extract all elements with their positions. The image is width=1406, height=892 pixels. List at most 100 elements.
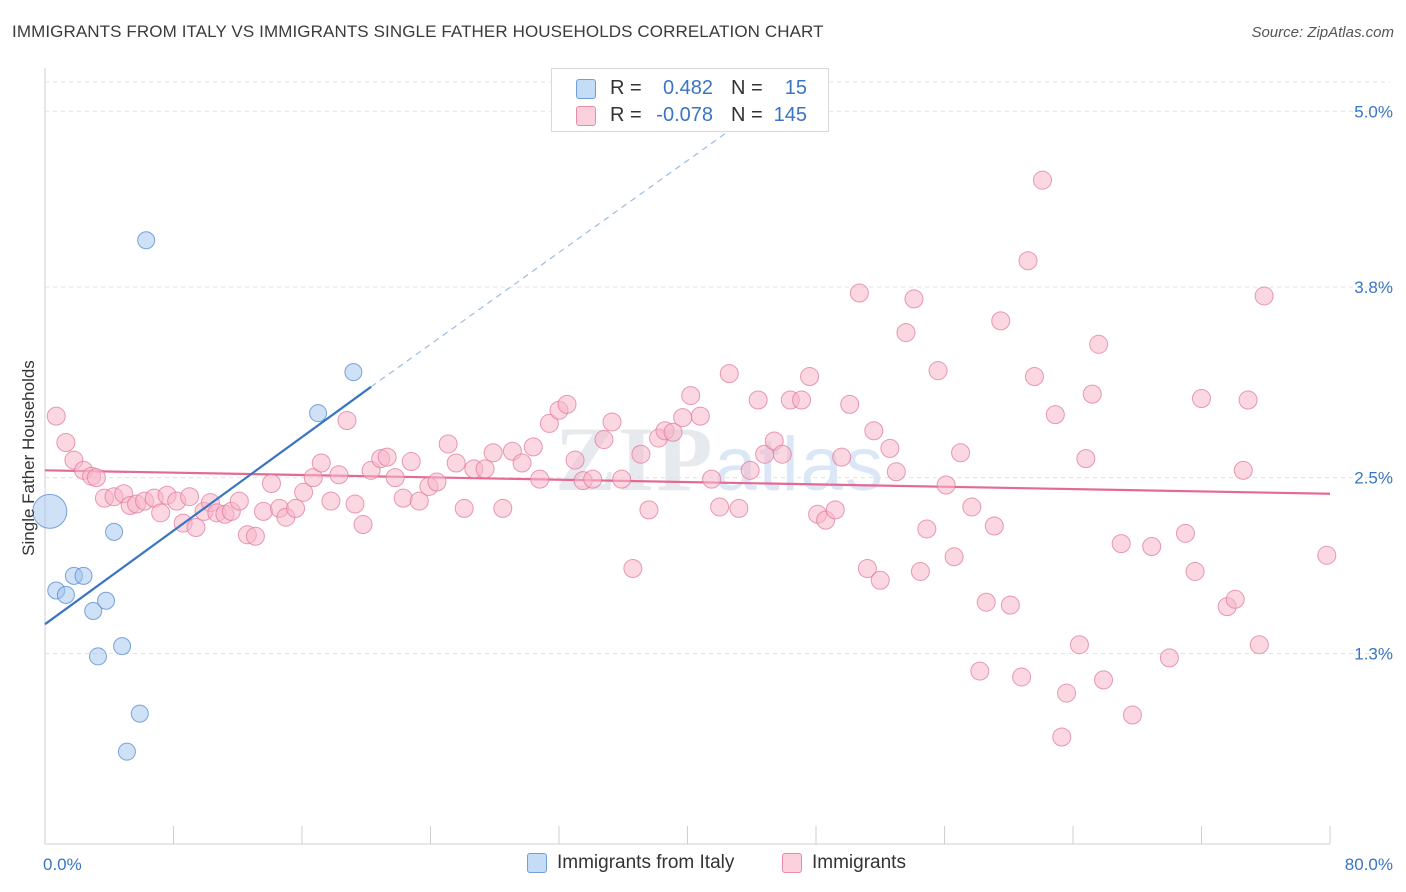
chart-title: IMMIGRANTS FROM ITALY VS IMMIGRANTS SING… (12, 22, 824, 41)
immigrants-point (1238, 390, 1258, 410)
italy-point (137, 231, 156, 250)
immigrants-point (857, 559, 877, 579)
immigrants-point (1012, 667, 1032, 687)
immigrants-point (1069, 635, 1089, 655)
immigrants-point (702, 469, 722, 489)
immigrants-point (825, 500, 845, 520)
immigrants-point (1185, 561, 1205, 581)
italy-point (117, 742, 136, 761)
italy-point (309, 404, 328, 423)
italy-point (113, 637, 132, 656)
immigrants-point (1233, 460, 1253, 480)
immigrants-point (523, 437, 543, 457)
immigrants-point (910, 561, 930, 581)
immigrants-point (917, 519, 937, 539)
immigrants-point (46, 406, 66, 426)
immigrants-point (1082, 384, 1102, 404)
italy-trend-line (44, 385, 372, 626)
trend-lines (44, 131, 1331, 495)
immigrants-point (186, 517, 206, 537)
immigrants-point (1018, 251, 1038, 271)
immigrants-point (180, 487, 200, 507)
immigrants-point (1094, 670, 1114, 690)
immigrants-point (870, 570, 890, 590)
immigrants-point (729, 498, 749, 518)
immigrants-point (991, 311, 1011, 331)
immigrants-point (1000, 595, 1020, 615)
bottom-legend-swatch-italy (527, 853, 547, 873)
immigrants-point (565, 450, 585, 470)
immigrants-point (1024, 367, 1044, 387)
immigrants-point (681, 386, 701, 406)
legend-r-value: 0.482 (662, 77, 713, 99)
immigrants-point (832, 447, 852, 467)
immigrants-points (46, 170, 1337, 747)
legend-swatch-immigrants (576, 106, 596, 126)
immigrants-point (1045, 405, 1065, 425)
immigrants-point (740, 460, 760, 480)
immigrants-point (261, 474, 281, 494)
watermark-atlas: atlas (714, 422, 885, 507)
immigrants-point (311, 453, 331, 473)
immigrants-point (229, 491, 249, 511)
legend-n-label: N = (731, 77, 763, 99)
y-tick-label: 2.5% (1354, 469, 1393, 488)
legend-n-value: 145 (773, 104, 807, 126)
immigrants-point (385, 468, 405, 488)
italy-point (84, 602, 103, 621)
immigrants-point (1057, 683, 1077, 703)
immigrants-point (886, 462, 906, 482)
legend-row-italy: R = 0.482 N = 15 (552, 75, 828, 101)
immigrants-point (748, 390, 768, 410)
immigrants-point (928, 361, 948, 381)
immigrants-point (602, 412, 622, 432)
immigrants-point (612, 469, 632, 489)
legend-n-value: 15 (784, 77, 807, 99)
legend-r-label: R = (610, 104, 642, 126)
immigrants-point (393, 488, 413, 508)
immigrants-point (976, 592, 996, 612)
immigrants-point (1225, 589, 1245, 609)
immigrants-point (483, 443, 503, 463)
immigrants-point (253, 501, 273, 521)
immigrants-point (401, 452, 421, 472)
legend-r-value: -0.078 (656, 104, 713, 126)
bottom-legend-label-immigrants: Immigrants (812, 852, 906, 873)
immigrants-point (984, 516, 1004, 536)
immigrants-point (321, 491, 341, 511)
immigrants-point (345, 494, 365, 514)
tick-labels: 1.3% 2.5% 3.8% 5.0% 0.0% 80.0% (43, 102, 1393, 874)
y-tick-label: 1.3% (1354, 645, 1393, 664)
stats-legend: R = 0.482 N = 15 R = -0.078 N = 145 (551, 68, 829, 132)
immigrants-point (673, 408, 693, 428)
immigrants-point (446, 453, 466, 473)
immigrants-point (719, 364, 739, 384)
immigrants-point (294, 482, 314, 502)
immigrants-trend-line (44, 469, 1331, 495)
immigrants-point (245, 526, 265, 546)
immigrants-point (792, 390, 812, 410)
immigrants-point (286, 498, 306, 518)
immigrants-point (800, 367, 820, 387)
immigrants-point (594, 430, 614, 450)
immigrants-point (880, 438, 900, 458)
immigrants-point (303, 468, 323, 488)
immigrants-point (454, 498, 474, 518)
italy-point (32, 493, 68, 529)
legend-swatch-italy (576, 79, 596, 99)
italy-point (97, 591, 116, 610)
immigrants-point (530, 469, 550, 489)
immigrants-point (409, 491, 429, 511)
italy-point (74, 566, 93, 585)
x-tick-label: 80.0% (1345, 855, 1393, 874)
immigrants-point (631, 444, 651, 464)
immigrants-point (864, 421, 884, 441)
y-tick-label: 5.0% (1354, 102, 1393, 121)
immigrants-point (710, 497, 730, 517)
immigrants-point (970, 661, 990, 681)
immigrants-point (493, 498, 513, 518)
immigrants-point (1076, 449, 1096, 469)
immigrants-point (1089, 334, 1109, 354)
immigrants-point (557, 394, 577, 414)
